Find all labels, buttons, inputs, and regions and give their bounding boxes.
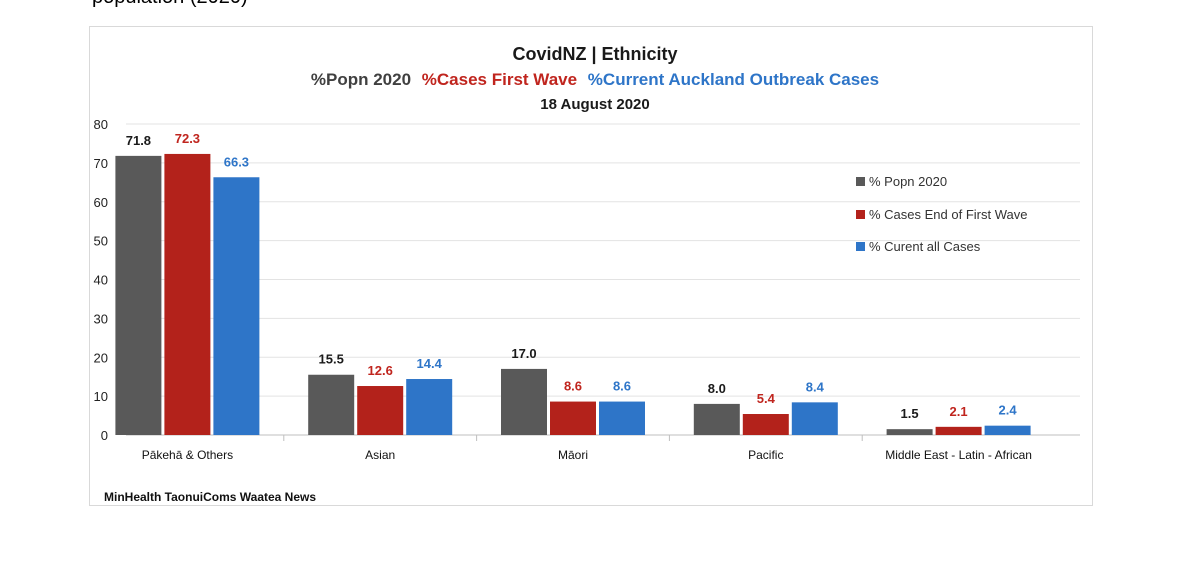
gridlines — [126, 123, 1080, 436]
data-labels: 71.8 72.3 66.3 15.5 12.6 14.4 17.0 8.6 8.6 8.0 5.4… — [126, 131, 1018, 421]
data-label: 71.8 — [126, 133, 151, 148]
y-tick-label: 10 — [94, 389, 108, 404]
bar — [599, 401, 645, 435]
data-label: 17.0 — [511, 346, 536, 361]
data-label: 2.1 — [950, 404, 968, 419]
bar — [213, 177, 260, 436]
y-tick-label: 50 — [94, 234, 108, 249]
x-category-label: Asian — [365, 448, 395, 462]
data-label: 15.5 — [319, 352, 344, 367]
data-label: 72.3 — [175, 131, 200, 146]
y-tick-label: 80 — [94, 117, 108, 132]
bar — [115, 155, 162, 435]
y-axis: 0 10 20 30 40 50 60 70 80 — [94, 117, 108, 443]
bar — [984, 425, 1031, 435]
y-tick-label: 0 — [101, 428, 108, 443]
legend-swatch-popn — [856, 177, 865, 186]
data-label: 8.0 — [708, 381, 726, 396]
x-category-label: Māori — [558, 448, 588, 462]
bar — [886, 429, 933, 435]
subtitle-auckland: %Current Auckland Outbreak Cases — [588, 70, 879, 89]
x-category-label: Pacific — [748, 448, 783, 462]
source-note: MinHealth TaonuiComs Waatea News — [104, 490, 316, 504]
chart-date: 18 August 2020 — [540, 96, 650, 113]
bar — [406, 379, 453, 435]
data-label: 8.6 — [564, 379, 582, 394]
bars — [115, 153, 1031, 436]
data-label: 12.6 — [368, 363, 393, 378]
legend: % Popn 2020 % Cases End of First Wave % … — [856, 174, 1027, 254]
legend-swatch-current — [856, 242, 865, 251]
chart-frame: CovidNZ | Ethnicity %Popn 2020 %Cases Fi… — [89, 26, 1093, 506]
y-tick-label: 60 — [94, 195, 108, 210]
bar — [935, 426, 982, 435]
data-label: 5.4 — [757, 391, 776, 406]
y-tick-label: 30 — [94, 311, 108, 326]
bar-chart: CovidNZ | Ethnicity %Popn 2020 %Cases Fi… — [94, 44, 1080, 504]
x-category-label: Pākehā & Others — [142, 448, 233, 462]
data-label: 8.4 — [806, 379, 825, 394]
bar — [742, 414, 789, 435]
data-label: 14.4 — [417, 356, 443, 371]
legend-label-popn: % Popn 2020 — [869, 174, 947, 189]
data-label: 2.4 — [999, 403, 1018, 418]
y-tick-label: 40 — [94, 273, 108, 288]
x-axis: Pākehā & Others Asian Māori Pacific Middle E… — [142, 435, 1032, 462]
subtitle-popn: %Popn 2020 — [311, 70, 411, 89]
legend-swatch-first-wave — [856, 210, 865, 219]
bar — [357, 386, 404, 435]
data-label: 66.3 — [224, 154, 249, 169]
subtitle-first-wave: %Cases First Wave — [422, 70, 577, 89]
x-category-label: Middle East - Latin - African — [885, 448, 1032, 462]
bar — [308, 374, 355, 435]
bar — [501, 368, 547, 435]
legend-label-current: % Curent all Cases — [869, 239, 981, 254]
bar — [791, 402, 838, 435]
legend-label-first-wave: % Cases End of First Wave — [869, 207, 1027, 222]
bar — [164, 153, 211, 435]
chart-subtitle: %Popn 2020 %Cases First Wave %Current Au… — [311, 70, 879, 89]
y-tick-label: 20 — [94, 350, 108, 365]
bar — [550, 401, 596, 435]
y-tick-label: 70 — [94, 156, 108, 171]
data-label: 1.5 — [901, 406, 919, 421]
top-text-fragment: population (2020) — [92, 0, 248, 9]
data-label: 8.6 — [613, 379, 631, 394]
bar — [693, 403, 740, 435]
chart-title: CovidNZ | Ethnicity — [512, 44, 677, 64]
